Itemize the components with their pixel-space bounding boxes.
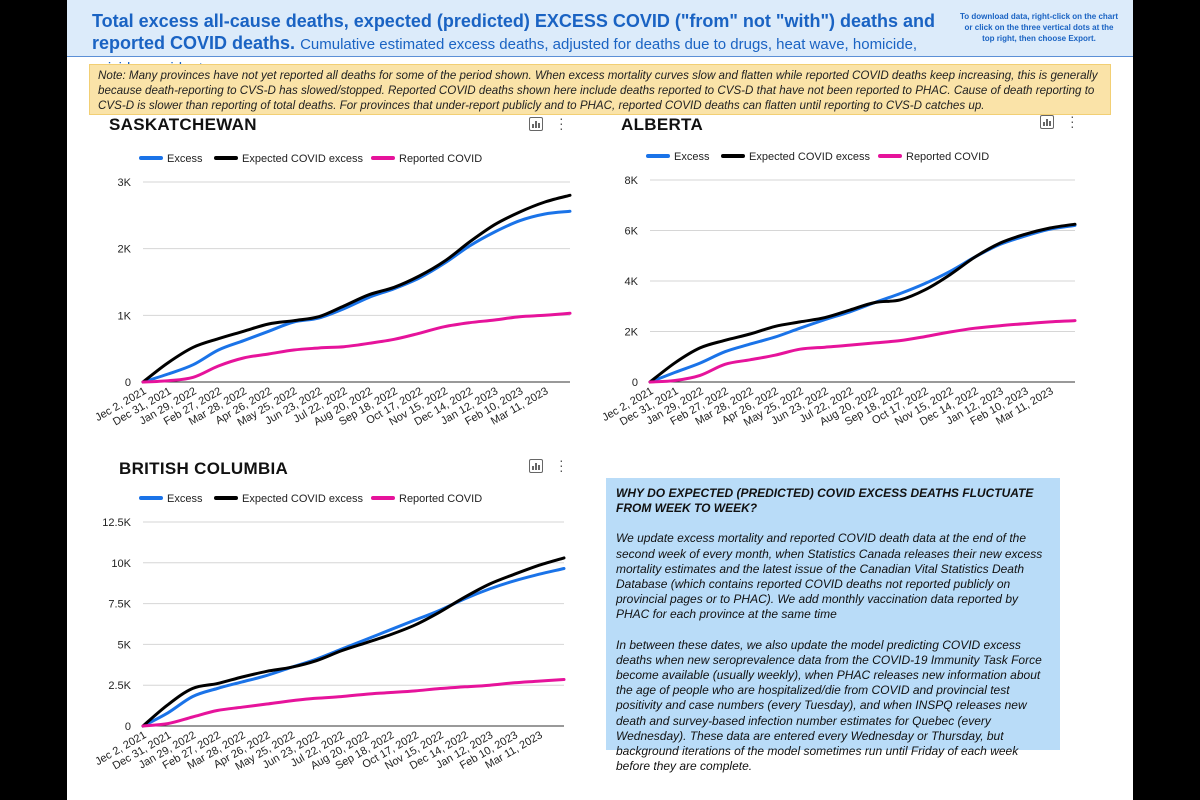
explore-chart-icon[interactable] — [529, 117, 543, 131]
series-line-reported-covid — [141, 678, 566, 728]
series-line-expected-covid-excess — [141, 556, 566, 728]
header-banner: Total excess all-cause deaths, expected … — [67, 0, 1133, 77]
y-tick-label: 3K — [118, 177, 132, 189]
dashboard-frame: Total excess all-cause deaths, expected … — [67, 0, 1133, 800]
y-tick-label: 5K — [118, 639, 132, 651]
legend-label: Excess — [167, 153, 203, 165]
y-tick-label: 0 — [125, 721, 131, 733]
title-text: Total excess all-cause deaths, expected … — [92, 11, 935, 53]
more-vert-icon[interactable]: · · · — [559, 452, 564, 478]
legend-label: Excess — [674, 151, 710, 163]
series-line-excess — [141, 567, 566, 728]
series-line-expected-covid-excess — [648, 222, 1077, 384]
more-vert-icon[interactable]: · · · — [1070, 108, 1075, 134]
info-heading: WHY DO EXPECTED (PREDICTED) COVID EXCESS… — [616, 486, 1034, 516]
y-tick-label: 8K — [625, 175, 639, 187]
y-tick-label: 7.5K — [108, 599, 131, 611]
series-line-reported-covid — [141, 311, 572, 384]
y-tick-label: 2K — [118, 244, 132, 256]
legend-label: Excess — [167, 493, 203, 505]
legend-label: Reported COVID — [906, 151, 989, 163]
explore-chart-icon[interactable] — [529, 459, 543, 473]
explore-chart-icon[interactable] — [1040, 115, 1054, 129]
chart-title: BRITISH COLUMBIA — [119, 459, 289, 478]
series-line-expected-covid-excess — [141, 193, 572, 384]
legend-label: Reported COVID — [399, 153, 482, 165]
y-tick-label: 0 — [632, 377, 638, 389]
info-box: WHY DO EXPECTED (PREDICTED) COVID EXCESS… — [606, 478, 1060, 773]
legend-label: Expected COVID excess — [749, 151, 871, 163]
series-line-excess — [648, 223, 1077, 384]
y-tick-label: 12.5K — [102, 517, 131, 529]
y-tick-label: 4K — [625, 276, 639, 288]
download-note: To download data, right-click on the cha… — [959, 12, 1119, 43]
chart-panel-british-columbia: BRITISH COLUMBIA · · · 0 2.5K 5K 7.5K 10K 12.5K… — [67, 452, 587, 800]
y-tick-label: 0 — [125, 377, 131, 389]
note-box: Note: Many provinces have not yet report… — [89, 64, 1111, 115]
info-paragraph-2: In between these dates, we also update t… — [616, 637, 1042, 774]
legend-label: Reported COVID — [399, 493, 482, 505]
info-paragraph-1: We update excess mortality and reported … — [616, 531, 1043, 622]
legend-label: Expected COVID excess — [242, 493, 364, 505]
y-tick-label: 2.5K — [108, 680, 131, 692]
y-tick-label: 2K — [625, 327, 639, 339]
more-vert-icon[interactable]: · · · — [559, 110, 564, 136]
series-line-reported-covid — [648, 319, 1077, 384]
chart-title: SASKATCHEWAN — [109, 115, 257, 134]
chart-panel-alberta: ALBERTA · · · 0 2K 4K 6K 8K Jec 2, 2021 Dec 31, … — [577, 108, 1097, 442]
legend-label: Expected COVID excess — [242, 153, 364, 165]
y-tick-label: 10K — [111, 558, 131, 570]
y-tick-label: 1K — [118, 310, 132, 322]
y-tick-label: 6K — [625, 226, 639, 238]
chart-title: ALBERTA — [621, 115, 704, 134]
series-line-excess — [141, 209, 572, 384]
chart-panel-saskatchewan: SASKATCHEWAN · · · 0 1K 2K 3K Jec 2, 2021 Dec 3… — [67, 110, 587, 442]
